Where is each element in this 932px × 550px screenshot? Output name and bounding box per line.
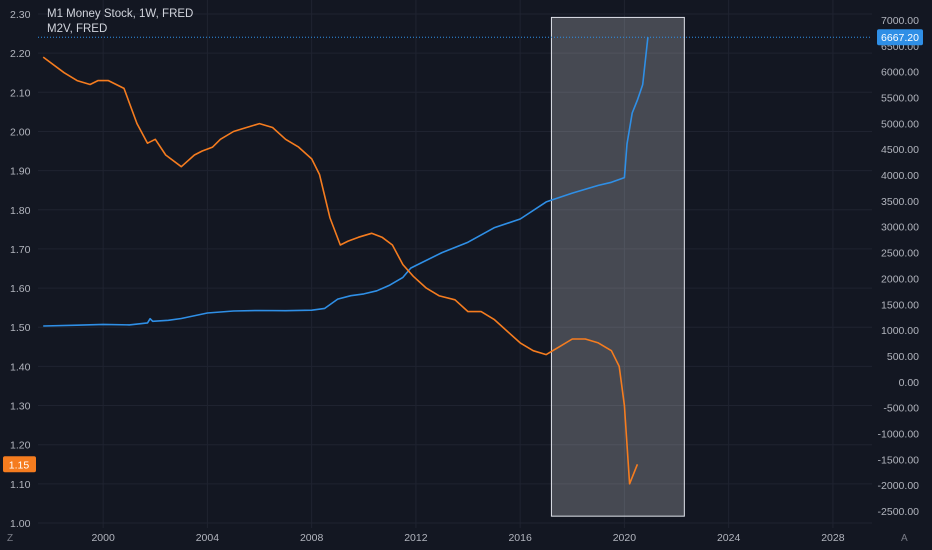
right-axis-tick-label: 4500.00 [881,144,919,156]
time-axis-tick-label: 2024 [717,532,741,544]
right-axis-tick-label: 3000.00 [881,222,919,234]
left-axis-tick-label: 1.80 [10,205,31,217]
left-price-axis[interactable]: 2.30 2.20 2.10 2.00 1.90 1.80 1.70 1.60 1.50 1.40… [10,9,31,530]
left-axis-tick-label: 1.70 [10,244,31,256]
left-axis-tick-label: 2.30 [10,9,31,21]
time-axis-tick-label: 2008 [300,532,324,544]
time-axis-tick-label: 2000 [91,532,115,544]
highlight-rectangle[interactable] [550,16,685,517]
right-axis-tick-label: 1500.00 [881,299,919,311]
right-axis-tick-label: 0.00 [899,377,920,389]
right-axis-tick-label: -2000.00 [878,480,920,492]
right-axis-tick-label: 2000.00 [881,273,919,285]
right-axis-tick-label: -500.00 [883,403,919,415]
left-axis-tick-label: 2.20 [10,48,31,60]
last-value-tags: 6667.20 1.15 [3,29,923,473]
left-axis-tick-label: 2.00 [10,126,31,138]
right-axis-tick-label: -1000.00 [878,428,920,440]
time-axis-tick-label: 2020 [613,532,637,544]
auto-scale-toggle-icon[interactable]: A [901,533,908,544]
legend-series-m1[interactable]: M1 Money Stock, 1W, FRED [47,8,194,20]
right-axis-tick-label: 6000.00 [881,67,919,79]
legend-series-m2v[interactable]: M2V, FRED [47,23,108,35]
m2v-last-value-label: 1.15 [9,459,30,471]
time-axis-tick-label: 2016 [508,532,532,544]
right-axis-tick-label: 3500.00 [881,196,919,208]
left-axis-tick-label: 1.60 [10,283,31,295]
time-axis-tick-label: 2012 [404,532,428,544]
series-group [42,37,649,485]
left-axis-tick-label: 2.10 [10,87,31,99]
time-axis-tick-label: 2028 [821,532,845,544]
left-axis-tick-label: 1.90 [10,166,31,178]
right-axis-tick-label: 500.00 [887,351,919,363]
left-axis-tick-label: 1.00 [10,518,31,530]
right-axis-tick-label: -2500.00 [878,506,920,518]
right-axis-tick-label: 5000.00 [881,118,919,130]
left-scale-toggle-icon[interactable]: Z [7,533,14,544]
left-axis-tick-label: 1.30 [10,401,31,413]
time-axis-tick-label: 2004 [196,532,220,544]
grid-lines [38,0,872,528]
time-axis[interactable]: 2000 2004 2008 2012 2016 2020 2024 2028 [91,532,844,544]
legend: M1 Money Stock, 1W, FRED M2V, FRED [47,7,193,37]
right-axis-tick-label: 2500.00 [881,248,919,260]
left-axis-tick-label: 1.40 [10,361,31,373]
left-axis-tick-label: 1.20 [10,440,31,452]
right-axis-tick-label: 5500.00 [881,93,919,105]
right-price-axis[interactable]: 7000.006500.006000.005500.005000.004500.… [878,15,920,518]
m2v-last-value-tag [3,456,36,473]
series-line-m2v [42,56,639,485]
m1-last-value-tag [877,29,923,46]
left-axis-tick-label: 1.10 [10,479,31,491]
right-axis-tick-label: 1000.00 [881,325,919,337]
right-axis-tick-label: 4000.00 [881,170,919,182]
right-axis-tick-label: -1500.00 [878,454,920,466]
m1-last-value-label: 6667.20 [881,32,919,44]
right-axis-tick-label: 7000.00 [881,15,919,27]
left-axis-tick-label: 1.50 [10,322,31,334]
